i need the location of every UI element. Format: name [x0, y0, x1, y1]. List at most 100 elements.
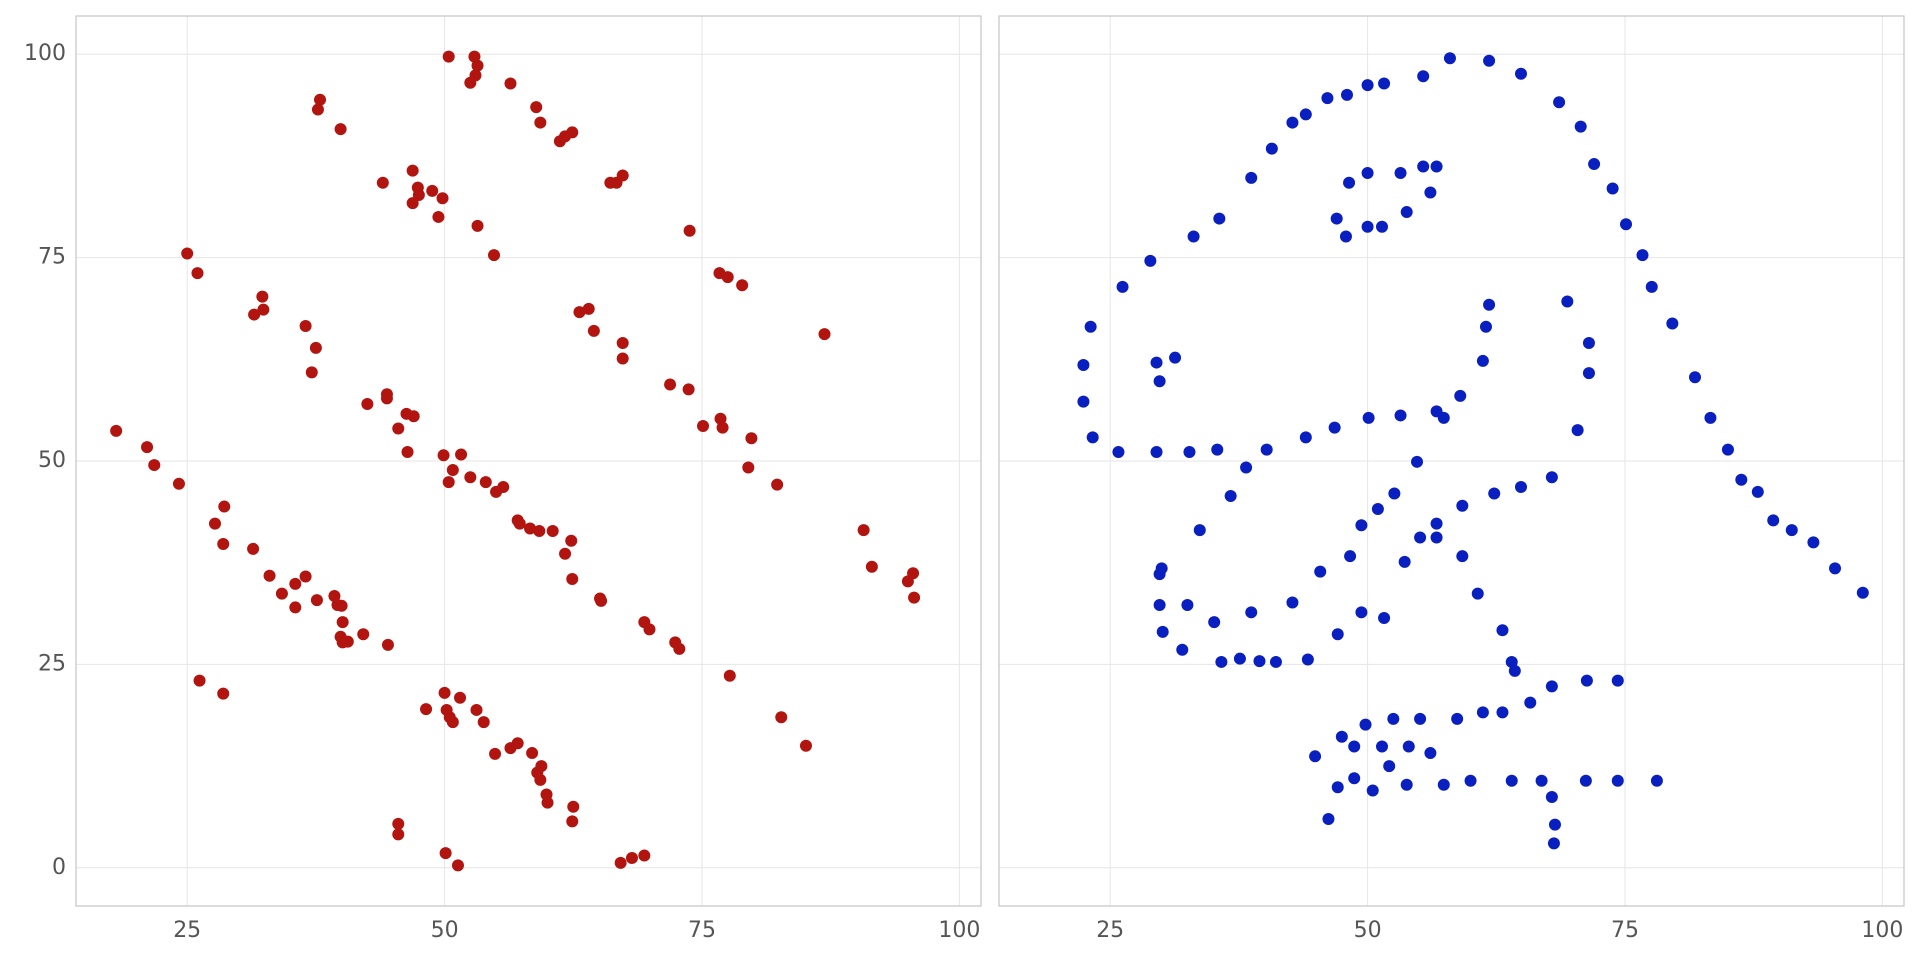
- point: [1355, 606, 1368, 619]
- point: [289, 601, 302, 614]
- point: [437, 449, 450, 462]
- point: [1454, 389, 1467, 402]
- point: [1483, 54, 1496, 67]
- point: [530, 101, 543, 114]
- point: [1150, 446, 1163, 459]
- point: [818, 328, 831, 341]
- point: [218, 500, 231, 513]
- point: [1400, 206, 1413, 219]
- point: [682, 383, 695, 396]
- point: [1344, 550, 1357, 563]
- point: [546, 524, 559, 537]
- point: [595, 594, 608, 607]
- point: [141, 441, 154, 454]
- point: [1077, 395, 1090, 408]
- point: [1331, 781, 1344, 794]
- point: [1330, 212, 1343, 225]
- point: [208, 517, 221, 530]
- point: [334, 123, 347, 136]
- point: [1383, 760, 1396, 773]
- point: [464, 471, 477, 484]
- point: [857, 524, 870, 537]
- point: [1286, 596, 1299, 609]
- point: [1767, 514, 1780, 527]
- x-tick-label: 75: [688, 918, 716, 943]
- point: [1456, 499, 1469, 512]
- point: [907, 567, 920, 580]
- point: [1514, 67, 1527, 80]
- point: [1611, 674, 1624, 687]
- point: [1579, 774, 1592, 787]
- point: [1378, 612, 1391, 625]
- point: [1394, 167, 1407, 180]
- point: [1361, 79, 1374, 92]
- point: [1155, 562, 1168, 575]
- point: [1388, 487, 1401, 500]
- point: [638, 849, 651, 862]
- point: [683, 224, 696, 237]
- point: [193, 674, 206, 687]
- point: [1424, 747, 1437, 760]
- point: [1269, 655, 1282, 668]
- point: [1496, 706, 1509, 719]
- point: [1606, 182, 1619, 195]
- point: [865, 560, 878, 573]
- point: [1574, 120, 1587, 133]
- y-tick-label: 0: [52, 855, 66, 880]
- point: [1286, 116, 1299, 129]
- point: [643, 623, 656, 636]
- point: [1588, 158, 1601, 171]
- point: [1417, 70, 1430, 83]
- point: [1508, 664, 1521, 677]
- panel-border: [75, 15, 982, 907]
- point: [1343, 176, 1356, 189]
- point: [1361, 167, 1374, 180]
- point: [1187, 230, 1200, 243]
- point: [335, 599, 348, 612]
- point: [314, 93, 327, 106]
- point: [257, 303, 270, 316]
- point: [1233, 652, 1246, 665]
- x-tick-label: 100: [938, 918, 980, 943]
- point: [524, 522, 537, 535]
- point: [1314, 565, 1327, 578]
- point: [406, 197, 419, 210]
- point: [1580, 674, 1593, 687]
- point: [533, 524, 546, 537]
- point: [534, 116, 547, 129]
- point: [470, 703, 483, 716]
- point: [1411, 455, 1424, 468]
- point: [1366, 784, 1379, 797]
- point: [1545, 471, 1558, 484]
- point: [1169, 351, 1182, 364]
- point: [534, 773, 547, 786]
- point: [1156, 625, 1169, 638]
- point: [1807, 536, 1820, 549]
- point: [392, 828, 405, 841]
- point: [1645, 280, 1658, 293]
- point: [573, 306, 586, 319]
- point: [454, 691, 467, 704]
- point: [1479, 320, 1492, 333]
- point: [1476, 706, 1489, 719]
- point: [1721, 443, 1734, 456]
- point: [305, 366, 318, 379]
- point: [1547, 837, 1560, 850]
- point: [1829, 562, 1842, 575]
- point: [742, 461, 755, 474]
- point: [1398, 555, 1411, 568]
- point: [275, 587, 288, 600]
- point: [1464, 774, 1477, 787]
- point: [1339, 230, 1352, 243]
- point: [565, 534, 578, 547]
- point: [361, 398, 374, 411]
- point: [309, 341, 322, 354]
- point: [471, 219, 484, 232]
- point: [488, 249, 501, 262]
- point: [392, 422, 405, 435]
- point: [439, 847, 452, 860]
- point: [263, 569, 276, 582]
- point: [1785, 524, 1798, 537]
